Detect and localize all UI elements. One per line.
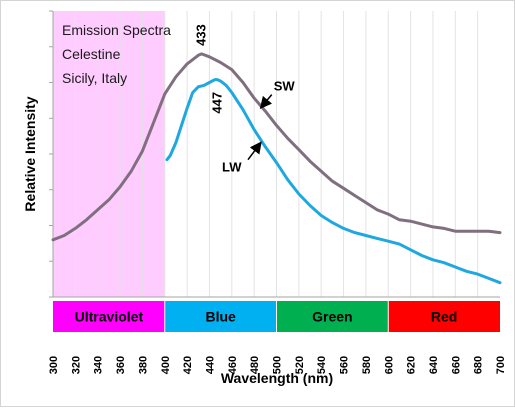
x-tick-label-680: 680: [473, 356, 485, 374]
x-tick-label-700: 700: [495, 356, 507, 374]
y-axis-title: Relative Intensity: [22, 96, 38, 211]
x-tick-label-540: 540: [316, 356, 328, 374]
x-tick-label-320: 320: [70, 356, 82, 374]
band-blue: [164, 301, 277, 332]
x-tick-label-460: 460: [227, 356, 239, 374]
series-label-sw: SW: [274, 79, 296, 94]
chart-title-line-2: Celestine: [62, 46, 121, 62]
x-axis-title: Wavelength (nm): [221, 370, 333, 386]
chart-title-line-3: Sicily, Italy: [62, 70, 127, 86]
band-label-blue: Blue: [205, 309, 236, 325]
peak-label-433: 433: [194, 24, 209, 46]
band-label-green: Green: [312, 309, 352, 325]
x-tick-label-400: 400: [160, 356, 172, 374]
x-tick-label-560: 560: [339, 356, 351, 374]
x-tick-label-480: 480: [249, 356, 261, 374]
x-tick-label-380: 380: [137, 356, 149, 374]
peak-label-447: 447: [209, 92, 224, 114]
series-line-lw: [165, 78, 502, 285]
band-label-ultraviolet: Ultraviolet: [75, 309, 144, 325]
arrow-sw: [259, 94, 273, 109]
arrow-lw: [247, 141, 262, 161]
x-tick-label-520: 520: [294, 356, 306, 374]
x-tick-label-500: 500: [272, 356, 284, 374]
x-tick-label-340: 340: [93, 356, 105, 374]
uv-shaded-region: [53, 11, 165, 297]
band-ultraviolet: [53, 301, 165, 332]
series-line-sw: [51, 52, 502, 242]
x-tick-label-420: 420: [182, 356, 194, 374]
chart-title-line-1: Emission Spectra: [62, 22, 171, 38]
x-tick-label-600: 600: [383, 356, 395, 374]
band-label-red: Red: [431, 309, 457, 325]
x-tick-label-580: 580: [361, 356, 373, 374]
series-label-lw: LW: [222, 160, 242, 175]
x-tick-label-300: 300: [48, 356, 60, 374]
band-green: [276, 301, 389, 332]
x-tick-label-660: 660: [450, 356, 462, 374]
x-tick-label-360: 360: [115, 356, 127, 374]
x-tick-label-620: 620: [406, 356, 418, 374]
band-red: [388, 301, 500, 332]
x-tick-label-640: 640: [428, 356, 440, 374]
x-tick-label-440: 440: [204, 356, 216, 374]
